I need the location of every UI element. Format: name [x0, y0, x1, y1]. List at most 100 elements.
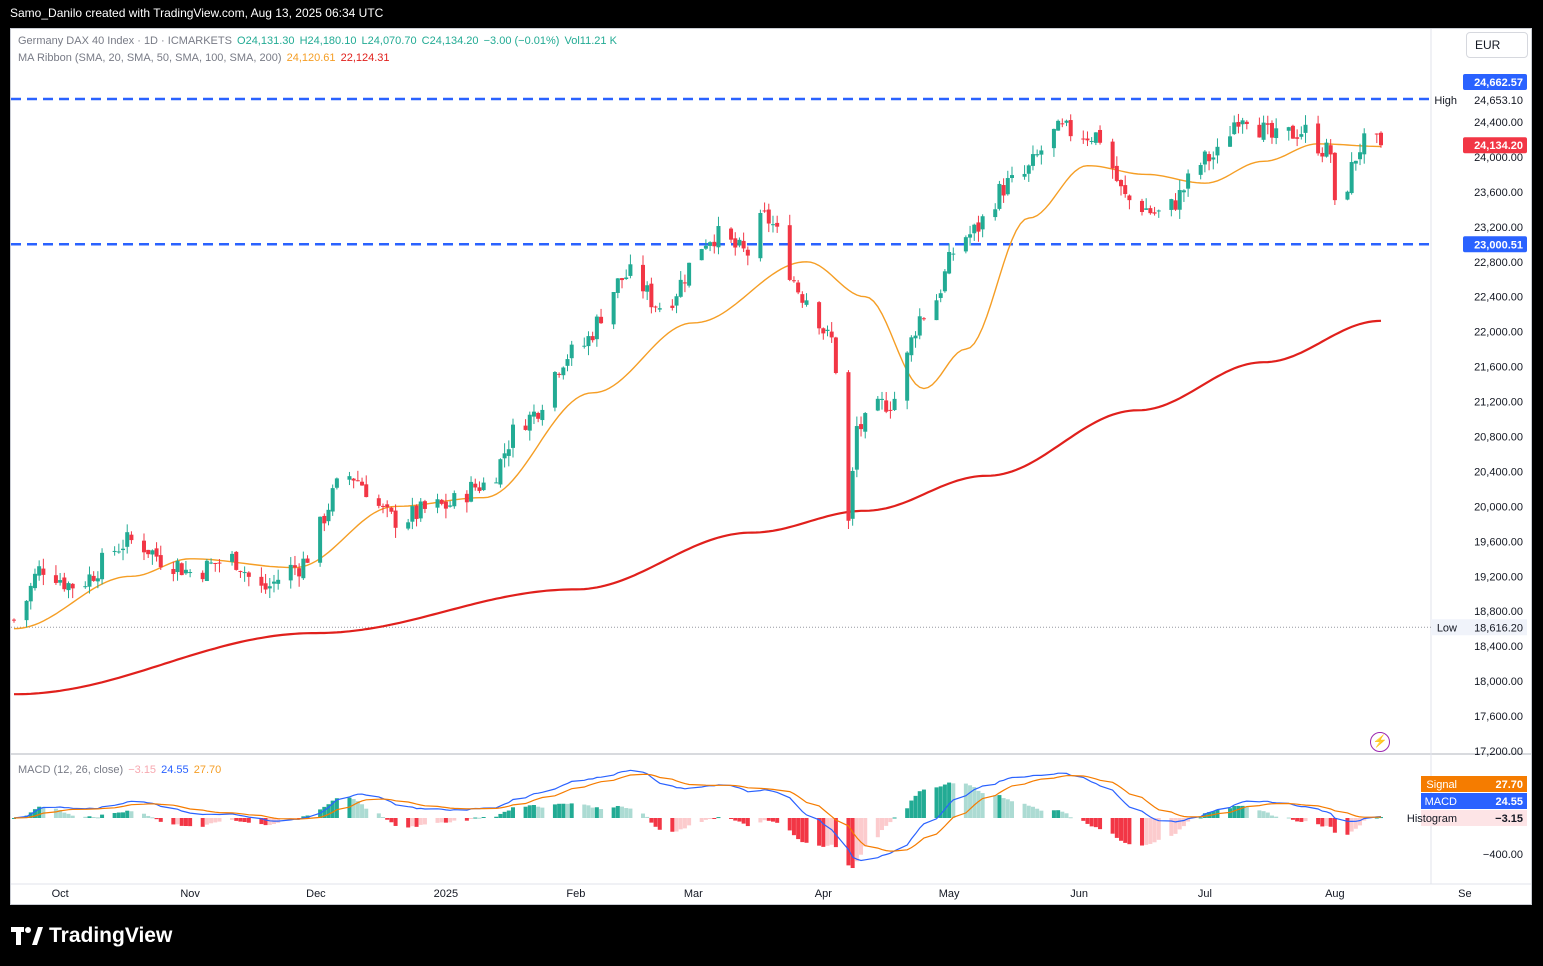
candle-down [821, 328, 826, 334]
time-tick: Se [1458, 888, 1471, 900]
macd-hist-bar [821, 818, 826, 847]
macd-hist-bar [381, 817, 386, 819]
low-value: 18,616.20 [1474, 622, 1523, 634]
candle-up [1324, 142, 1329, 157]
candle-up [183, 569, 188, 574]
macd-hist-bar [267, 818, 272, 826]
price-tick: 24,000.00 [1474, 152, 1523, 164]
macd-hist-bar [1093, 818, 1098, 828]
macd-hist-bar [154, 818, 159, 820]
candle-up [1035, 154, 1040, 156]
macd-hist-bar [146, 815, 151, 818]
macd-hist-bar [494, 816, 499, 818]
candle-down [741, 240, 746, 249]
macd-hist-bar [116, 812, 121, 818]
time-tick: Dec [306, 888, 326, 900]
candle-up [938, 293, 943, 298]
time-tick: Nov [180, 888, 200, 900]
candle-up [502, 453, 507, 459]
candle-up [267, 586, 272, 589]
macd-hist-bar [418, 818, 423, 825]
candle-down [213, 562, 218, 564]
macd-hist-bar [863, 818, 868, 847]
candle-up [1169, 199, 1174, 210]
candle-down [234, 551, 239, 570]
signal-tag-label: Signal [1426, 779, 1457, 791]
ohlc-low: L24,070.70 [361, 35, 417, 47]
time-tick: Apr [815, 888, 832, 900]
candle-down [670, 305, 675, 308]
tradingview-logo-icon [11, 927, 43, 945]
candle-up [913, 335, 918, 339]
candle-down [1269, 122, 1274, 138]
macd-hist-bar [1332, 818, 1337, 833]
candle-up [448, 505, 453, 507]
candle-up [645, 285, 650, 292]
candle-up [209, 562, 214, 564]
macd-hist-bar [1051, 810, 1056, 818]
macd-hist-bar [888, 818, 893, 823]
candle-up [326, 509, 331, 522]
candle-up [993, 209, 998, 218]
macd-hist-bar [95, 817, 100, 819]
price-chart[interactable]: Signal 27.70 MACD 24.55 Histogram −3.15 −400.0… [11, 29, 1531, 904]
macd-hist-bar [1139, 818, 1144, 846]
macd-hist-bar [829, 818, 834, 845]
candle-up [552, 372, 557, 408]
macd-hist-bar [1345, 818, 1350, 835]
candle-up [494, 482, 499, 484]
chart-frame[interactable]: Signal 27.70 MACD 24.55 Histogram −3.15 −400.0… [10, 28, 1532, 905]
macd-hist-bar [1173, 818, 1178, 834]
macd-hist-bar [942, 784, 947, 818]
macd-hist-bar [905, 808, 910, 818]
currency-button[interactable]: EUR [1466, 32, 1528, 58]
lightning-icon[interactable]: ⚡ [1370, 732, 1390, 752]
candle-down [1295, 137, 1300, 139]
macd-hist-bar [360, 804, 365, 818]
macd-hist-bar [624, 808, 629, 818]
macd-hist-bar [351, 799, 356, 818]
macd-hist-bar [557, 803, 562, 818]
macd-hist-bar [1349, 818, 1354, 832]
macd-hist-bar [158, 818, 163, 822]
macd-legend: MACD (12, 26, close) −3.15 24.55 27.70 [18, 764, 223, 776]
price-tick: 22,000.00 [1474, 327, 1523, 339]
candle-up [1039, 150, 1044, 155]
candle-down [733, 238, 738, 248]
macd-hist-bar [498, 813, 503, 818]
candle-down [729, 228, 734, 240]
macd-line-value: 24.55 [161, 764, 189, 776]
support-label-bg [1463, 236, 1527, 253]
macd-hist-bar [276, 818, 281, 823]
candle-down [796, 282, 801, 293]
candle-up [561, 367, 566, 376]
macd-hist-bar [1324, 818, 1329, 826]
candle-up [87, 574, 92, 587]
macd-hist-bar [980, 793, 985, 818]
macd-hist-bar [737, 818, 742, 822]
macd-hist-bar [439, 818, 444, 823]
candle-up [1186, 173, 1191, 189]
macd-hist-bar [523, 806, 528, 818]
candle-up [37, 566, 42, 576]
macd-hist-bar [259, 818, 264, 825]
macd-hist-bar [1228, 808, 1233, 818]
support-label: 23,000.51 [1474, 239, 1523, 251]
candle-up [1093, 132, 1098, 143]
tradingview-logo[interactable]: TradingView [11, 924, 172, 948]
candle-down [1332, 152, 1337, 201]
candle-down [745, 249, 750, 256]
macd-hist-bar [150, 817, 155, 819]
time-tick: Mar [684, 888, 703, 900]
macd-hist-bar [854, 818, 859, 862]
macd-hist-bar [1089, 818, 1094, 827]
macd-hist-bar [217, 818, 222, 822]
candle-up [527, 414, 532, 431]
macd-hist-bar [640, 813, 645, 818]
macd-hist-bar [1358, 818, 1363, 826]
candle-up [230, 553, 235, 562]
macd-hist-bar [83, 816, 88, 818]
candle-down [1257, 124, 1262, 138]
macd-hist-bar [787, 818, 792, 831]
candle-down [1085, 138, 1090, 141]
